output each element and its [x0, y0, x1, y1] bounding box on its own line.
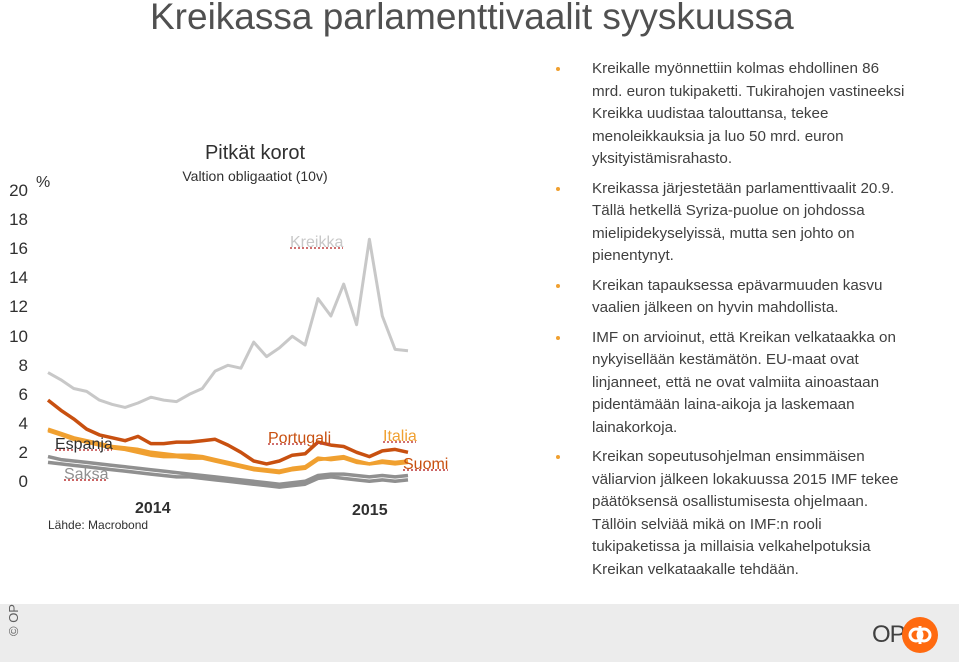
y-tick-label: 4: [18, 413, 28, 433]
series-label-espanja: Espanja: [55, 436, 113, 453]
series-line-suomi: [47, 454, 409, 486]
y-tick-label: 6: [18, 384, 28, 404]
x-tick-2015: 2015: [352, 502, 388, 519]
x-tick-2014: 2014: [135, 500, 171, 517]
bullet-text: Kreikalle myönnettiin kolmas ehdollinen …: [592, 60, 905, 167]
y-tick-label: 18: [9, 210, 28, 230]
y-tick-label: 8: [18, 355, 28, 375]
series-line-saksa: [47, 460, 409, 489]
series-line-italia: [47, 427, 409, 473]
bullet-item: Kreikan sopeutusohjelman ensimmäisen väl…: [556, 446, 908, 581]
y-axis-unit: %: [36, 174, 51, 191]
series-line-portugali: [46, 398, 409, 466]
bullet-dot-icon: [556, 283, 560, 288]
bullet-text: Kreikan sopeutusohjelman ensimmäisen väl…: [592, 448, 899, 578]
y-tick-label: 10: [9, 326, 28, 346]
series-line-kreikka: [47, 237, 409, 409]
bullet-dot-icon: [556, 67, 560, 71]
bullet-item: IMF on arvioinut, että Kreikan velkataak…: [556, 327, 908, 440]
y-tick-label: 20: [9, 181, 28, 200]
bullet-text: IMF on arvioinut, että Kreikan velkataak…: [592, 328, 896, 436]
chart-source: Lähde: Macrobond: [48, 518, 149, 532]
bullet-item: Kreikalle myönnettiin kolmas ehdollinen …: [556, 58, 908, 171]
y-tick-label: 0: [18, 472, 28, 491]
series-label-italia: Italia: [383, 428, 417, 445]
copyright-text: © OP: [6, 604, 21, 636]
y-tick-label: 14: [9, 268, 28, 288]
bullet-dot-icon: [556, 186, 560, 191]
series-label-kreikka: Kreikka: [290, 234, 344, 251]
bullet-text: Kreikassa järjestetään parlamenttivaalit…: [592, 179, 895, 265]
y-tick-label: 12: [9, 297, 28, 317]
series-label-suomi: Suomi: [403, 456, 449, 473]
series-label-portugali: Portugali: [268, 430, 332, 447]
footer-bar: [0, 604, 959, 662]
y-tick-label: 2: [18, 442, 28, 462]
bullet-dot-icon: [556, 455, 560, 459]
op-logo-text: OP: [872, 621, 906, 648]
bullet-text: Kreikan tapauksessa epävarmuuden kasvu v…: [592, 276, 883, 317]
op-logo-icon: [902, 617, 938, 653]
chart-title: Pitkät korot: [204, 142, 306, 164]
y-tick-label: 16: [9, 239, 28, 259]
bullet-list: Kreikalle myönnettiin kolmas ehdollinen …: [556, 58, 908, 588]
chart-subtitle: Valtion obligaatiot (10v): [182, 168, 328, 184]
op-logo-symbol-icon: [908, 626, 932, 644]
page-title: Kreikassa parlamenttivaalit syyskuussa: [150, 0, 794, 37]
bullet-item: Kreikassa järjestetään parlamenttivaalit…: [556, 178, 908, 268]
bullet-item: Kreikan tapauksessa epävarmuuden kasvu v…: [556, 275, 908, 320]
series-label-saksa: Saksa: [64, 466, 109, 483]
bullet-dot-icon: [556, 335, 560, 340]
